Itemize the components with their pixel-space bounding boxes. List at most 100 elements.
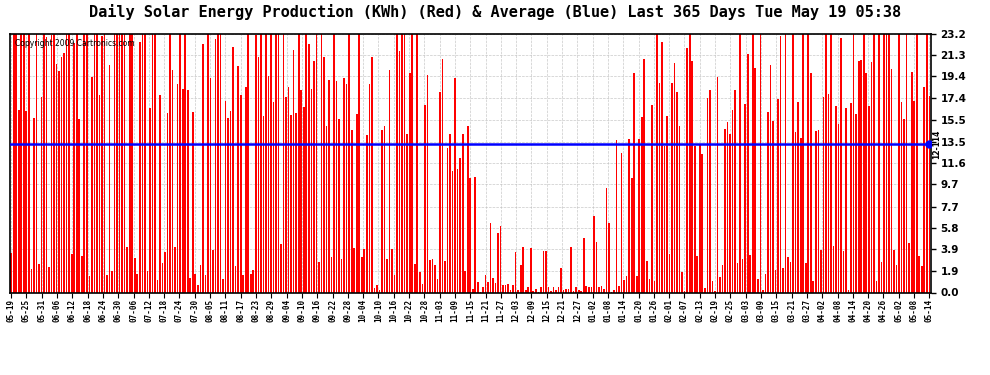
Bar (906, 34, 908, 292)
Bar (863, 34, 864, 292)
Bar (456, 169, 458, 292)
Bar (396, 34, 398, 292)
Bar (49, 267, 50, 292)
Text: 12-114: 12-114 (933, 130, 941, 159)
Bar (220, 34, 222, 292)
Bar (353, 248, 355, 292)
Bar (583, 238, 584, 292)
Bar (823, 97, 825, 292)
Bar (53, 34, 54, 292)
Bar (197, 285, 199, 292)
Bar (833, 246, 835, 292)
Bar (696, 256, 698, 292)
Bar (66, 34, 67, 292)
Bar (225, 101, 227, 292)
Bar (233, 47, 234, 292)
Bar (26, 111, 27, 292)
Bar (601, 286, 602, 292)
Bar (270, 34, 272, 292)
Bar (740, 34, 741, 292)
Bar (318, 262, 320, 292)
Bar (648, 279, 650, 292)
Bar (681, 272, 683, 292)
Bar (644, 59, 645, 292)
Bar (202, 44, 204, 292)
Bar (704, 288, 706, 292)
Bar (870, 62, 872, 292)
Bar (366, 135, 367, 292)
Bar (28, 34, 30, 292)
Bar (446, 148, 448, 292)
Bar (523, 248, 524, 292)
Bar (520, 266, 522, 292)
Bar (482, 287, 484, 292)
Bar (545, 251, 546, 292)
Bar (764, 274, 766, 292)
Bar (363, 249, 365, 292)
Bar (656, 34, 657, 292)
Bar (573, 291, 574, 292)
Bar (838, 124, 840, 292)
Bar (490, 223, 491, 292)
Bar (169, 34, 171, 292)
Bar (44, 34, 45, 292)
Bar (818, 130, 819, 292)
Bar (914, 101, 915, 292)
Bar (868, 106, 869, 292)
Bar (909, 243, 910, 292)
Bar (267, 76, 269, 292)
Bar (590, 287, 592, 292)
Bar (41, 98, 43, 292)
Bar (38, 264, 40, 292)
Bar (328, 81, 330, 292)
Bar (323, 57, 325, 292)
Bar (735, 90, 736, 292)
Bar (243, 274, 245, 292)
Bar (795, 132, 797, 292)
Bar (341, 259, 343, 292)
Bar (144, 34, 146, 292)
Bar (308, 44, 310, 292)
Bar (386, 259, 388, 292)
Bar (593, 216, 595, 292)
Bar (474, 177, 476, 292)
Bar (800, 138, 802, 292)
Bar (891, 69, 892, 292)
Bar (808, 34, 809, 292)
Bar (686, 48, 688, 292)
Bar (358, 34, 360, 292)
Bar (634, 73, 635, 292)
Bar (344, 78, 345, 292)
Bar (550, 291, 551, 292)
Bar (626, 276, 628, 292)
Bar (803, 34, 804, 292)
Bar (228, 118, 229, 292)
Bar (663, 146, 665, 292)
Bar (235, 266, 237, 292)
Bar (373, 288, 375, 292)
Bar (409, 73, 411, 292)
Bar (137, 274, 138, 292)
Bar (613, 290, 615, 292)
Bar (252, 270, 254, 292)
Bar (495, 283, 496, 292)
Bar (278, 34, 279, 292)
Bar (898, 34, 900, 292)
Bar (813, 280, 814, 292)
Bar (769, 65, 771, 292)
Bar (311, 89, 312, 292)
Bar (346, 84, 347, 292)
Bar (78, 119, 80, 292)
Bar (36, 34, 38, 292)
Bar (215, 39, 216, 292)
Bar (207, 34, 209, 292)
Bar (518, 290, 519, 292)
Bar (842, 251, 844, 292)
Bar (295, 113, 297, 292)
Bar (500, 226, 501, 292)
Bar (646, 261, 647, 292)
Bar (129, 34, 131, 292)
Bar (929, 96, 931, 292)
Bar (744, 104, 746, 292)
Bar (752, 34, 753, 292)
